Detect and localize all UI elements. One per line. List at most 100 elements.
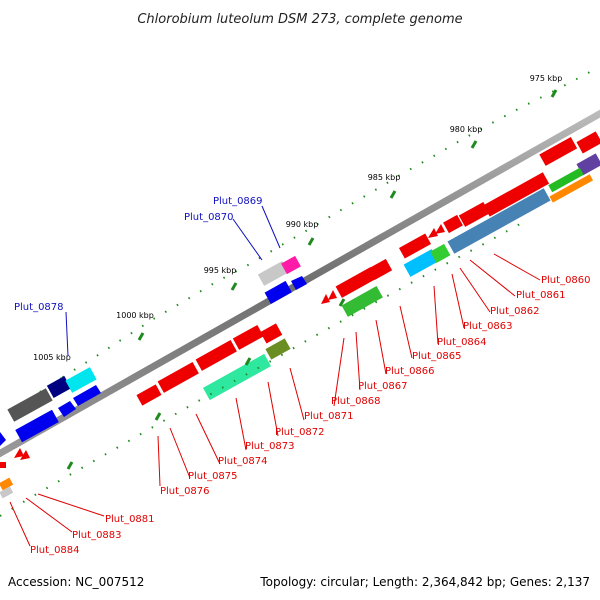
gene[interactable] (576, 131, 600, 154)
gene[interactable] (368, 258, 393, 280)
gene-label[interactable]: Plut_0872 (275, 427, 325, 438)
map-title: Chlorobium luteolum DSM 273, complete ge… (137, 12, 462, 27)
gene-label[interactable]: Plut_0866 (385, 366, 435, 377)
gene[interactable] (7, 388, 53, 422)
gene[interactable] (65, 367, 97, 393)
leader-line (451, 273, 465, 329)
gene-plut_0861[interactable] (483, 172, 550, 217)
gene-plut_0868[interactable] (321, 294, 330, 304)
gene-plut_0878[interactable] (46, 376, 72, 398)
gene-label[interactable]: Plut_0881 (105, 514, 155, 525)
gene-plut_0864[interactable] (447, 188, 551, 254)
gene-plut_0870[interactable] (281, 255, 301, 275)
scale-label: 1005 kbp (33, 353, 71, 362)
lower-strand-genes (0, 131, 600, 499)
scale-label: 1000 kbp (116, 311, 154, 320)
gene-label[interactable]: Plut_0876 (160, 486, 210, 497)
gene-label[interactable]: Plut_0867 (358, 381, 408, 392)
gene-plut_0873[interactable] (202, 353, 272, 401)
gene[interactable] (549, 174, 594, 203)
gene-label[interactable]: Plut_0862 (490, 306, 540, 317)
major-tick (230, 282, 238, 291)
gene[interactable] (443, 214, 463, 234)
gene[interactable] (0, 432, 6, 446)
gene[interactable] (264, 280, 292, 304)
gene-label[interactable]: Plut_0878 (14, 302, 64, 313)
gene[interactable] (260, 323, 283, 344)
gene[interactable] (576, 153, 600, 176)
gene[interactable] (430, 243, 451, 264)
gene-plut_0869[interactable] (257, 260, 289, 286)
gene[interactable] (291, 276, 307, 290)
gene-plut_0871[interactable] (265, 338, 291, 360)
gene-label[interactable]: Plut_0868 (331, 396, 381, 407)
major-tick (307, 237, 315, 246)
gene[interactable] (15, 409, 59, 443)
gene-plut_0860[interactable] (539, 137, 578, 166)
gene-plut_0875[interactable] (136, 384, 162, 406)
gene-label[interactable]: Plut_0875 (188, 471, 238, 482)
genome-summary-text: Topology: circular; Length: 2,364,842 bp… (259, 575, 590, 589)
lower-gene-labels: Plut_0860 Plut_0861 Plut_0862 Plut_0863 … (9, 253, 591, 556)
gene-label[interactable]: Plut_0861 (516, 290, 566, 301)
major-tick (389, 190, 397, 199)
gene-plut_0866[interactable] (335, 267, 377, 298)
gene-label[interactable]: Plut_0869 (213, 196, 263, 207)
gene[interactable] (232, 324, 264, 350)
gene-plut_0883[interactable] (0, 486, 14, 499)
leader-line (261, 205, 281, 249)
leader-line (469, 259, 516, 297)
leader-line (9, 501, 31, 547)
gene[interactable] (73, 385, 101, 406)
gene-label[interactable]: Plut_0860 (541, 275, 591, 286)
gene-label[interactable]: Plut_0863 (463, 321, 513, 332)
major-tick (66, 461, 74, 470)
leader-line (433, 285, 439, 345)
leader-line (267, 381, 279, 437)
leader-line (333, 337, 345, 407)
leader-line (169, 427, 191, 479)
gene-plut_0876[interactable] (14, 448, 24, 458)
leader-line (399, 305, 413, 359)
gene-plut_0863[interactable] (398, 233, 432, 259)
scale-label: 975 kbp (530, 74, 563, 83)
gene-label[interactable]: Plut_0883 (72, 530, 122, 541)
gene[interactable] (58, 401, 76, 417)
gene-label[interactable]: Plut_0874 (218, 456, 268, 467)
major-tick (550, 89, 558, 98)
leader-line (25, 497, 73, 533)
gene-label[interactable]: Plut_0864 (437, 337, 487, 348)
leader-line (375, 319, 387, 375)
gene-plut_0881[interactable] (0, 477, 14, 491)
gene[interactable] (20, 450, 30, 460)
scale-label: 980 kbp (450, 125, 483, 134)
gene[interactable] (548, 167, 584, 193)
gene-label[interactable]: Plut_0870 (184, 212, 234, 223)
gene[interactable] (0, 462, 6, 468)
leader-line (37, 493, 105, 517)
leader-line (355, 331, 361, 391)
leader-line (65, 311, 69, 357)
inner-tick-ring (0, 223, 521, 517)
leader-line (232, 218, 263, 261)
gene-label[interactable]: Plut_0873 (245, 441, 295, 452)
gene-label[interactable]: Plut_0871 (304, 411, 354, 422)
gene-plut_0865[interactable] (403, 249, 439, 277)
major-tick (338, 298, 346, 307)
gene[interactable] (428, 228, 438, 238)
gene[interactable] (328, 290, 337, 300)
gene-label[interactable]: Plut_0865 (412, 351, 462, 362)
gene-label[interactable]: Plut_0884 (30, 545, 80, 556)
gene-plut_0862[interactable] (458, 201, 490, 227)
leader-line (235, 397, 247, 451)
accession-text: Accession: NC_007512 (8, 575, 144, 589)
scale-label: 990 kbp (286, 220, 319, 229)
major-tick (154, 412, 162, 421)
major-tick (470, 140, 478, 149)
gene[interactable] (435, 224, 445, 234)
gene-plut_0867[interactable] (341, 286, 383, 317)
gene-plut_0872[interactable] (195, 340, 237, 371)
gene-plut_0874[interactable] (157, 362, 199, 393)
leader-line (459, 267, 491, 313)
